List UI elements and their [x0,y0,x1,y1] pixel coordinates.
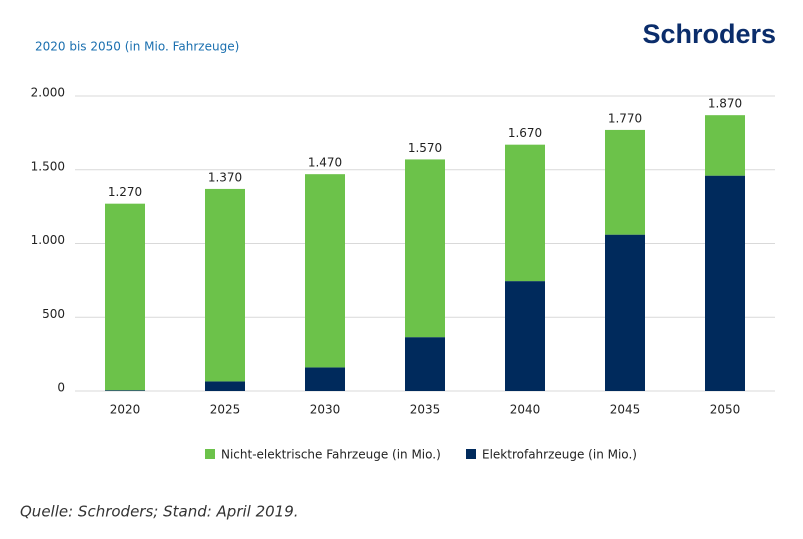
x-tick-label: 2020 [110,403,141,417]
x-tick-label: 2040 [510,403,541,417]
bar-segment [405,337,445,391]
bar-segment [105,203,145,391]
legend-swatch [466,449,476,459]
bar-segment [105,390,145,391]
bar-segment [305,174,345,368]
bar-segment [205,381,245,391]
bar-segment [605,234,645,391]
bar-segment [505,281,545,391]
y-tick-label: 2.000 [31,86,65,100]
legend-label: Nicht-elektrische Fahrzeuge (in Mio.) [221,448,441,462]
x-tick-label: 2035 [410,403,441,417]
bar-segment [705,115,745,176]
bar-segment [505,144,545,282]
total-label: 1.670 [508,126,542,140]
y-tick-label: 1.500 [31,159,65,173]
total-label: 1.370 [208,170,242,184]
source-note: Quelle: Schroders; Stand: April 2019. [20,503,299,521]
bar-segment [705,175,745,391]
y-tick-label: 1.000 [31,233,65,247]
bar-segment [305,367,345,391]
y-tick-label: 0 [57,381,65,395]
x-tick-label: 2030 [310,403,341,417]
bar-segment [205,188,245,382]
bar-segment [605,129,645,235]
legend-swatch [205,449,215,459]
legend-label: Elektrofahrzeuge (in Mio.) [482,448,637,462]
y-tick-label: 500 [42,307,65,321]
x-tick-label: 2025 [210,403,241,417]
total-label: 1.770 [608,111,642,125]
x-tick-label: 2045 [610,403,641,417]
total-label: 1.470 [308,156,342,170]
total-label: 1.870 [708,97,742,111]
x-tick-label: 2050 [710,403,741,417]
chart-subtitle: 2020 bis 2050 (in Mio. Fahrzeuge) [35,40,239,54]
total-label: 1.270 [108,185,142,199]
brand-logo: Schroders [642,19,776,49]
bar-segment [405,159,445,338]
total-label: 1.570 [408,141,442,155]
